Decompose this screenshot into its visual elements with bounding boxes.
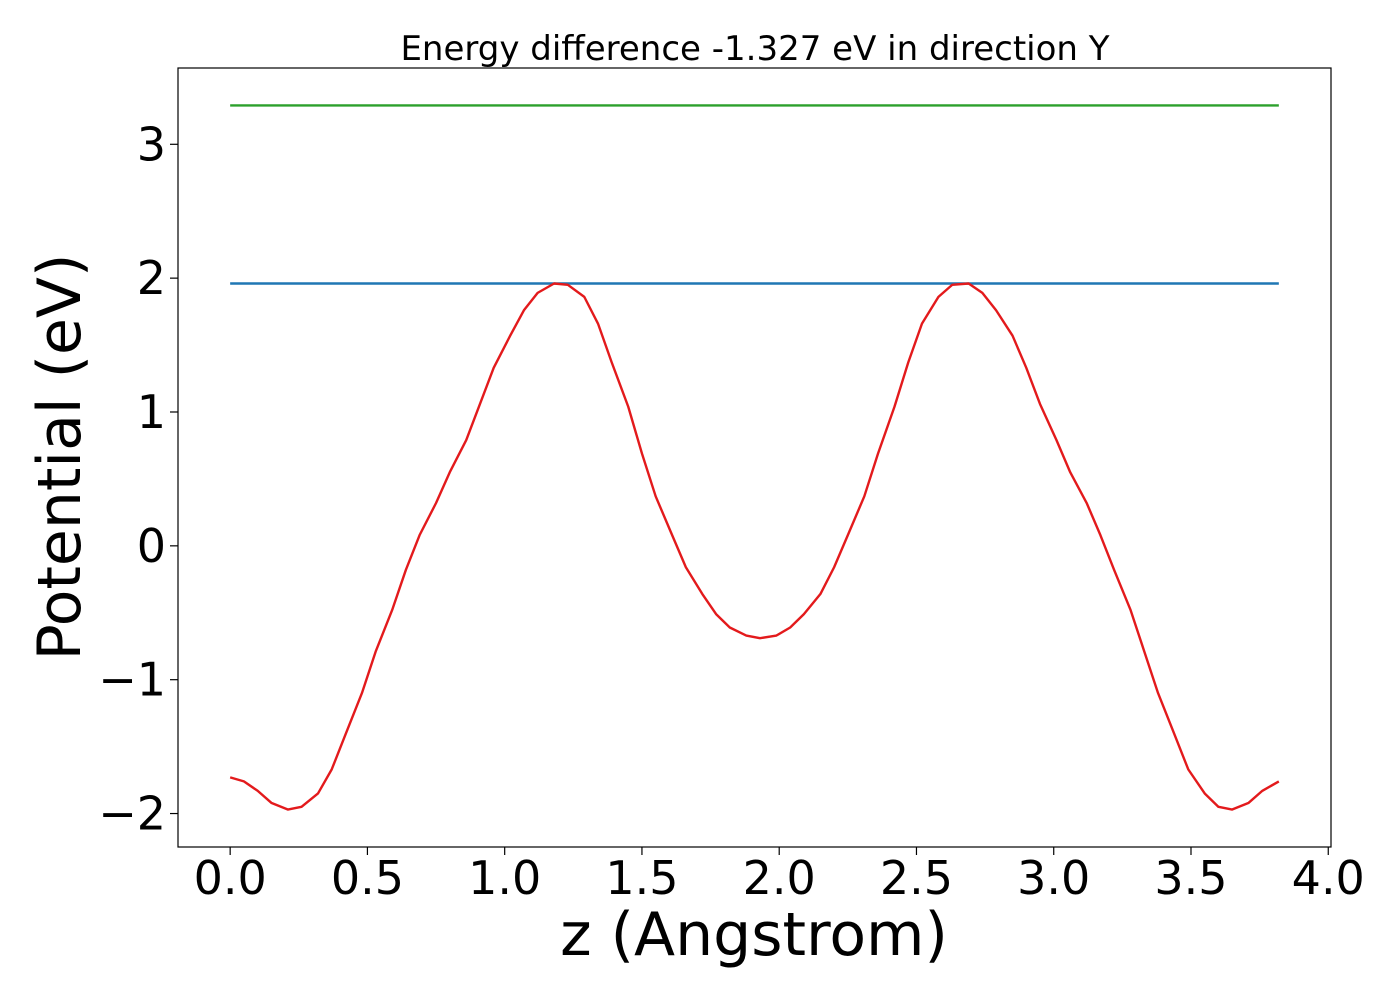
y-tick-label: 3 bbox=[137, 117, 166, 171]
x-tick-label: 3.5 bbox=[1154, 851, 1227, 905]
x-tick-label: 4.0 bbox=[1292, 851, 1365, 905]
x-tick-label: 0.0 bbox=[194, 851, 267, 905]
x-tick-label: 2.5 bbox=[880, 851, 953, 905]
x-axis-ticks: 0.0 0.5 1.0 1.5 2.0 2.5 3.0 3.5 4.0 bbox=[194, 847, 1365, 905]
plot-frame bbox=[177, 67, 1332, 848]
y-axis-ticks: −2 −1 0 1 2 3 bbox=[98, 117, 178, 841]
y-tick-label: −1 bbox=[98, 653, 166, 707]
y-tick-label: −2 bbox=[98, 787, 166, 841]
series-layer bbox=[229, 104, 1280, 811]
x-tick-label: 2.0 bbox=[743, 851, 816, 905]
x-axis-label: z (Angstrom) bbox=[560, 900, 948, 970]
y-axis-label: Potential (eV) bbox=[25, 254, 95, 661]
y-tick-label: 0 bbox=[137, 519, 166, 573]
x-tick-label: 0.5 bbox=[331, 851, 404, 905]
chart-title: Energy difference -1.327 eV in direction… bbox=[400, 29, 1109, 69]
x-tick-label: 1.5 bbox=[605, 851, 678, 905]
series-line-3 bbox=[229, 282, 1280, 811]
y-tick-label: 1 bbox=[137, 385, 166, 439]
y-tick-label: 2 bbox=[137, 251, 166, 305]
x-tick-label: 3.0 bbox=[1017, 851, 1090, 905]
x-tick-label: 1.0 bbox=[468, 851, 541, 905]
